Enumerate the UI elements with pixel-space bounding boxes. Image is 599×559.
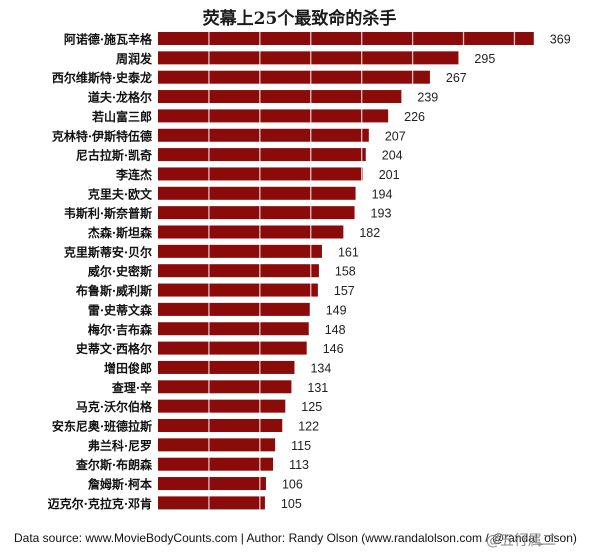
category-label: 布鲁斯·威利斯 <box>76 283 152 298</box>
value-label: 182 <box>359 226 380 240</box>
bar-1 <box>158 32 534 45</box>
category-label: 阿诺德·施瓦辛格 <box>64 32 153 47</box>
category-label: 克里斯蒂安·贝尔 <box>64 244 152 259</box>
category-label: 詹姆斯·柯本 <box>88 477 152 492</box>
value-label: 158 <box>335 265 356 279</box>
value-label: 201 <box>379 168 400 182</box>
value-label: 115 <box>291 439 311 453</box>
category-label: 迈克尔·克拉克·邓肯 <box>48 496 152 511</box>
value-label: 157 <box>334 284 355 298</box>
grid-layer <box>208 30 516 510</box>
bar-23 <box>158 457 274 471</box>
value-label: 369 <box>550 33 571 47</box>
labels-layer: 阿诺德·施瓦辛格 369 周润发 295 西尔维斯特·史泰龙 267 道夫·龙格尔 239 若山… <box>48 32 571 511</box>
category-label: 增田俊郎 <box>104 360 152 375</box>
category-label: 李连杰 <box>115 167 152 182</box>
bar-19 <box>158 380 292 394</box>
category-label: 西尔维斯特·史泰龙 <box>52 70 152 85</box>
category-label: 韦斯利·斯奈普斯 <box>64 206 152 221</box>
value-label: 161 <box>338 245 359 259</box>
value-label: 125 <box>301 400 322 414</box>
bar-4 <box>158 90 402 104</box>
bar-13 <box>158 264 319 278</box>
bar-20 <box>158 399 286 413</box>
value-label: 122 <box>298 420 319 434</box>
bar-25 <box>158 496 265 510</box>
category-label: 若山富三郎 <box>91 109 152 124</box>
category-label: 史蒂文·西格尔 <box>76 341 152 356</box>
bar-14 <box>158 283 318 297</box>
category-label: 克林特·伊斯特伍德 <box>52 128 152 143</box>
chart-title: 荧幕上25个最致命的杀手 <box>202 9 397 29</box>
bar-21 <box>158 419 283 432</box>
value-label: 193 <box>371 207 392 221</box>
bar-9 <box>158 186 356 200</box>
bar-17 <box>158 341 307 355</box>
bar-24 <box>158 477 266 491</box>
value-label: 226 <box>404 110 425 124</box>
value-label: 295 <box>474 52 495 66</box>
bar-15 <box>158 302 310 316</box>
value-label: 146 <box>323 342 344 356</box>
value-label: 194 <box>372 187 393 201</box>
bar-12 <box>158 244 322 258</box>
bar-10 <box>158 206 355 220</box>
category-label: 安东尼奥·班德拉斯 <box>52 419 152 434</box>
value-label: 204 <box>382 149 403 163</box>
bar-22 <box>158 438 276 452</box>
category-label: 道夫·龙格尔 <box>88 90 152 105</box>
category-label: 雷·史蒂文森 <box>88 302 153 317</box>
bar-3 <box>158 70 430 84</box>
watermark: @五行属二 <box>486 533 556 549</box>
category-label: 查尔斯·布朗森 <box>75 457 153 472</box>
category-label: 查理·辛 <box>111 380 152 395</box>
bar-7 <box>158 148 366 162</box>
category-label: 马克·沃尔伯格 <box>76 399 153 414</box>
category-label: 弗兰科·尼罗 <box>88 438 152 453</box>
value-label: 113 <box>289 458 309 472</box>
value-label: 149 <box>326 303 347 317</box>
bar-6 <box>158 128 369 142</box>
value-label: 207 <box>385 129 406 143</box>
bar-11 <box>158 225 344 239</box>
value-label: 134 <box>310 361 331 375</box>
category-label: 尼古拉斯·凯奇 <box>76 148 152 163</box>
category-label: 威尔·史密斯 <box>88 264 152 279</box>
bar-5 <box>158 109 389 123</box>
category-label: 杰森·斯坦森 <box>88 225 153 240</box>
value-label: 131 <box>307 381 328 395</box>
value-label: 267 <box>446 71 467 85</box>
category-label: 克里夫·欧文 <box>88 186 153 201</box>
category-label: 周润发 <box>116 51 153 66</box>
bar-16 <box>158 322 309 336</box>
category-label: 梅尔·吉布森 <box>88 322 153 337</box>
bar-18 <box>158 360 295 374</box>
data-source-note: Data source: www.MovieBodyCounts.com | A… <box>14 531 577 545</box>
value-label: 148 <box>325 323 346 337</box>
bar-2 <box>158 51 459 65</box>
value-label: 239 <box>417 91 438 105</box>
value-label: 106 <box>282 478 303 492</box>
value-label: 105 <box>281 497 302 511</box>
